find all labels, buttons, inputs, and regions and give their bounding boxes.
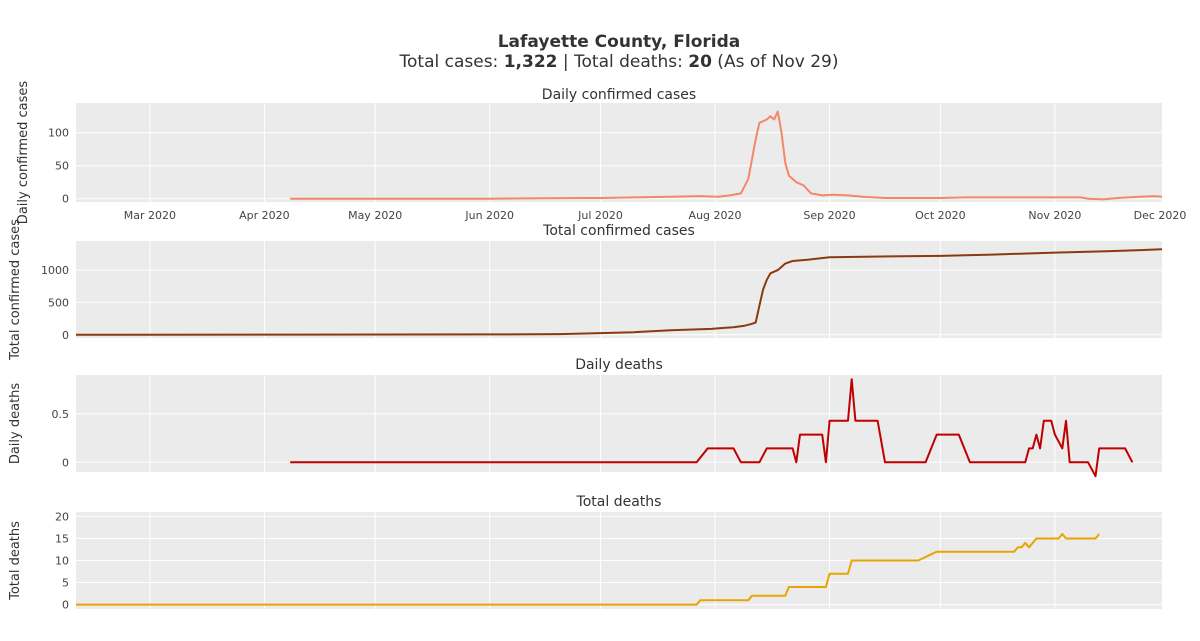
y-tick-label: 500 [48,296,69,309]
separator: | [557,52,574,72]
as-of-date: (As of Nov 29) [712,52,839,72]
series-line-total_deaths [76,533,1100,606]
x-tick-label: Dec 2020 [1134,209,1187,222]
plot-background [76,375,1162,472]
series-line-daily_deaths [290,378,1134,478]
deaths-value: 20 [688,52,712,72]
panel-total_deaths: 0 5 10 15 20 Total deaths Total deaths [8,494,1162,612]
cases-label: Total cases: [399,52,504,72]
figure-title: Lafayette County, Florida [498,32,741,52]
x-tick-label: Sep 2020 [803,209,855,222]
y-tick-label: 100 [48,127,69,140]
y-tick-label: 0 [62,329,69,342]
panel-title: Daily confirmed cases [542,87,696,103]
plot-background [76,103,1162,202]
x-tick-label: Apr 2020 [239,209,290,222]
panel-daily_deaths: 0 0.5 Daily deaths Daily deaths [8,357,1162,478]
plot-background [76,241,1162,338]
deaths-label: Total deaths: [573,52,688,72]
y-axis-label: Total confirmed cases [8,219,23,361]
y-axis-label: Daily deaths [8,383,23,465]
y-tick-label: 5 [62,577,69,590]
x-tick-label: Mar 2020 [124,209,176,222]
panel-title: Daily deaths [575,357,663,373]
series-line-daily_cases [290,110,1163,201]
y-tick-label: 50 [55,160,69,173]
y-tick-label: 0 [62,456,69,469]
x-tick-label: Nov 2020 [1028,209,1081,222]
y-tick-label: 1000 [41,264,69,277]
figure-subtitle: Total cases: 1,322 | Total deaths: 20 (A… [399,52,839,72]
panel-title: Total confirmed cases [542,223,695,239]
x-tick-label: Jun 2020 [464,209,514,222]
y-tick-label: 0 [62,599,69,612]
y-tick-label: 20 [55,510,69,523]
x-tick-label: Oct 2020 [915,209,966,222]
cases-value: 1,322 [504,52,558,72]
y-tick-label: 0 [62,193,69,206]
x-tick-label: Aug 2020 [689,209,742,222]
panel-title: Total deaths [576,494,662,510]
y-tick-label: 10 [55,555,69,568]
y-tick-label: 0.5 [52,408,70,421]
y-tick-label: 15 [55,532,69,545]
y-axis-label: Total deaths [8,521,23,601]
x-tick-label: May 2020 [348,209,402,222]
x-tick-label: Jul 2020 [577,209,623,222]
y-axis-label: Daily confirmed cases [16,81,31,225]
panel-total_cases: 0 500 1000 Total confirmed cases Total confi… [8,219,1163,361]
panel-daily_cases: 0 50 100 Daily confirmed cases Daily confirm… [16,81,1186,225]
series-line-total_cases [75,248,1163,336]
